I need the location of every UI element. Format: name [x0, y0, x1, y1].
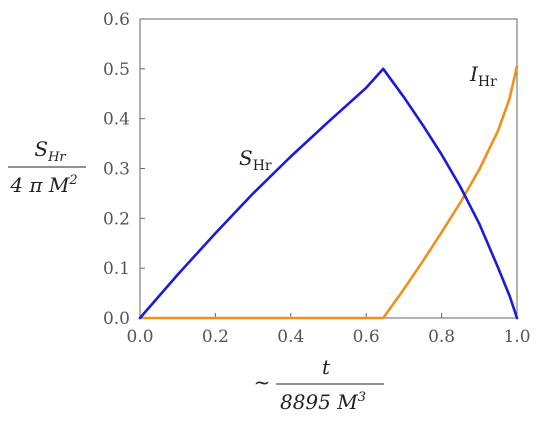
x-tick-label: 0.4 [277, 327, 304, 347]
series-layer [138, 65, 519, 320]
y-label-denominator-sup: 2 [68, 173, 77, 188]
y-label-numerator-sub: Hr [47, 150, 66, 165]
x-tick-label: 1.0 [503, 327, 530, 347]
y-tick-label: 0.0 [103, 309, 130, 329]
x-label-numerator: t [322, 355, 331, 379]
series-line-s-hr [138, 67, 519, 320]
svg-text:8895 M3: 8895 M3 [280, 390, 366, 414]
plot-frame [139, 18, 518, 319]
y-tick-label: 0.4 [103, 110, 130, 130]
series-line-i-hr [138, 65, 519, 320]
x-axis-label: ~ t 8895 M3 [254, 355, 384, 414]
svg-text:4 π M2: 4 π M2 [9, 173, 77, 197]
series-label-i-hr-sub: Hr [478, 74, 497, 90]
x-tick-label: 0.8 [428, 327, 455, 347]
y-tick-label: 0.2 [103, 209, 130, 229]
series-label-i-hr: IHr [469, 62, 497, 90]
series-label-i-hr-main: I [469, 62, 479, 86]
series-label-s-hr-main: S [239, 146, 253, 170]
x-label-prefix: ~ [254, 370, 271, 394]
y-tick-label: 0.5 [103, 60, 130, 80]
x-axis-ticks: 0.0 0.2 0.4 0.6 0.8 1.0 [126, 313, 531, 347]
x-label-denominator: 8895 M [280, 390, 358, 414]
y-axis-ticks: 0.0 0.1 0.2 0.3 0.4 0.5 0.6 [103, 10, 145, 329]
x-tick-label: 0.2 [202, 327, 229, 347]
y-tick-label: 0.1 [103, 259, 130, 279]
x-label-denominator-sup: 3 [358, 390, 366, 405]
series-label-s-hr: SHr [239, 146, 272, 174]
x-tick-label: 0.6 [353, 327, 380, 347]
y-label-numerator: S [34, 137, 48, 161]
y-axis-label: SHr 4 π M2 [8, 137, 86, 197]
x-tick-label: 0.0 [126, 327, 153, 347]
y-label-denominator: 4 π M [9, 173, 70, 197]
series-label-s-hr-sub: Hr [253, 158, 272, 174]
svg-text:SHr: SHr [34, 137, 66, 165]
y-tick-label: 0.3 [103, 160, 130, 180]
y-tick-label: 0.6 [103, 10, 130, 30]
